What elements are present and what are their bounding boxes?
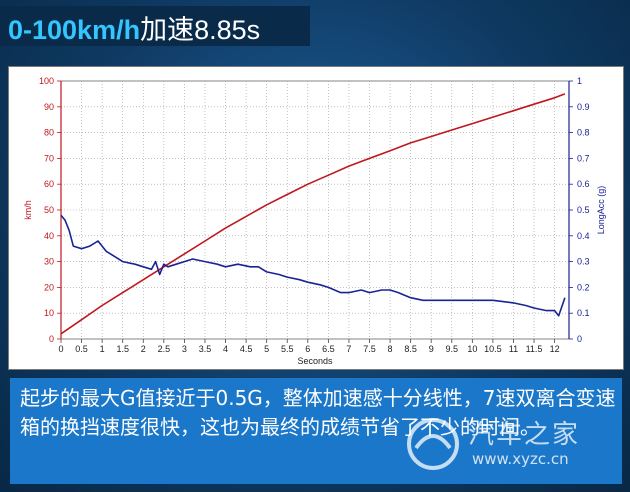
y2-tick-label: 0.9 <box>577 102 590 112</box>
x-tick-labels: 0 0.5 1 1.5 2 2.5 3 3.5 4 4.5 5 5.5 6 6.5 7 7.5 8 8.5 9 9.5… <box>58 339 560 354</box>
longitudinal-acceleration-line <box>60 214 566 317</box>
x-tick-label: 10 <box>467 344 477 354</box>
y2-tick-label: 0.2 <box>577 282 590 292</box>
chart-panel: 0 0.5 1 1.5 2 2.5 3 3.5 4 4.5 5 5.5 6 6.5 7 7.5 8 8.5 9 9.5… <box>8 66 624 370</box>
title-bar: 0-100km/h加速8.85s <box>0 6 310 46</box>
x-tick-label: 5 <box>264 344 269 354</box>
grid <box>60 80 569 340</box>
y2-tick-label: 0.8 <box>577 128 590 138</box>
x-tick-label: 11 <box>509 344 518 354</box>
page-title: 0-100km/h加速8.85s <box>8 15 260 45</box>
title-rest: 加速8.85s <box>140 15 261 45</box>
y2-tick-label: 0 <box>577 334 582 344</box>
y-tick-label: 0 <box>49 334 54 344</box>
x-tick-label: 8.5 <box>404 344 417 354</box>
y-tick-label: 90 <box>44 102 54 112</box>
y2-tick-label: 0.6 <box>577 179 590 189</box>
y-tick-label: 20 <box>44 282 54 292</box>
watermark-logo-icon <box>407 418 459 470</box>
x-tick-label: 12 <box>550 344 560 354</box>
x-tick-label: 9 <box>429 344 434 354</box>
y2-tick-label: 0.1 <box>577 308 590 318</box>
x-tick-label: 7.5 <box>363 344 376 354</box>
x-tick-label: 1.5 <box>116 344 129 354</box>
watermark-text: 汽车之家 <box>468 420 581 450</box>
y-tick-labels: 0 10 20 30 40 50 60 70 80 90 100 <box>39 76 61 344</box>
title-accent: 0-100km/h <box>8 15 141 45</box>
x-tick-label: 5.5 <box>281 344 294 354</box>
x-tick-label: 9.5 <box>446 344 459 354</box>
y-tick-label: 80 <box>44 128 54 138</box>
x-tick-label: 6 <box>305 344 310 354</box>
caption-box: 起步的最大G值接近于0.5G，整体加速感十分线性，7速双离合变速箱的换挡速度很快… <box>10 378 622 484</box>
x-tick-label: 3.5 <box>199 344 212 354</box>
y-tick-label: 40 <box>44 231 54 241</box>
x-tick-label: 4.5 <box>240 344 253 354</box>
speed-line <box>60 93 566 335</box>
x-tick-label: 4 <box>223 344 228 354</box>
x-tick-label: 0.5 <box>75 344 88 354</box>
y-tick-label: 60 <box>44 179 54 189</box>
y-tick-label: 10 <box>44 308 54 318</box>
x-tick-label: 6.5 <box>322 344 335 354</box>
y2-tick-label: 0.5 <box>577 205 590 215</box>
x-tick-label: 2 <box>141 344 146 354</box>
x-tick-label: 3 <box>182 344 187 354</box>
y-tick-label: 70 <box>44 153 54 163</box>
y-tick-label: 30 <box>44 257 54 267</box>
y-tick-label: 100 <box>39 76 54 86</box>
x-tick-label: 0 <box>58 344 63 354</box>
y2-tick-label: 0.3 <box>577 257 590 267</box>
y2-tick-label: 0.4 <box>577 231 590 241</box>
x-tick-label: 10.5 <box>484 344 502 354</box>
watermark: 汽车之家 www.xyzc.cn <box>402 398 630 490</box>
x-tick-label: 8 <box>388 344 393 354</box>
x-tick-label: 2.5 <box>158 344 171 354</box>
y2-tick-labels: 0 0.1 0.2 0.3 0.4 0.5 0.6 0.7 0.8 0.9 1 <box>569 76 590 344</box>
y2-tick-label: 1 <box>577 76 582 86</box>
watermark-url: www.xyzc.cn <box>472 450 569 468</box>
y2-tick-label: 0.7 <box>577 153 590 163</box>
y-axis-label: km/h <box>23 200 33 220</box>
x-tick-label: 1 <box>100 344 105 354</box>
acceleration-chart: 0 0.5 1 1.5 2 2.5 3 3.5 4 4.5 5 5.5 6 6.5 7 7.5 8 8.5 9 9.5… <box>23 76 606 366</box>
y2-axis-label: LongAcc (g) <box>596 186 606 235</box>
x-tick-label: 7 <box>346 344 351 354</box>
y-tick-label: 50 <box>44 205 54 215</box>
series-lines <box>60 93 566 335</box>
x-axis-label: Seconds <box>297 356 333 366</box>
x-tick-label: 11.5 <box>526 344 543 354</box>
